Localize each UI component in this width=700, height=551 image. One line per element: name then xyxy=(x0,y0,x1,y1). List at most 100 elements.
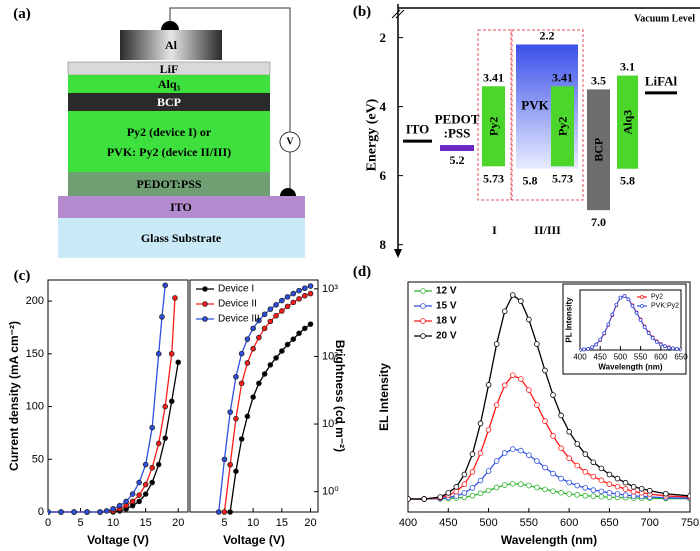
data-point xyxy=(550,392,556,398)
data-point xyxy=(618,295,623,300)
data-point xyxy=(477,477,484,484)
data-point xyxy=(642,325,647,329)
axis-break xyxy=(391,9,405,19)
data-point xyxy=(116,502,123,509)
data-point xyxy=(493,341,500,347)
x-axis-label: Voltage (V) xyxy=(223,533,285,547)
data-point xyxy=(590,493,597,499)
layer-label: PVK: Py2 (device II/III) xyxy=(107,145,231,159)
x-tick-label: 15 xyxy=(276,517,288,529)
data-point xyxy=(650,336,655,340)
data-point xyxy=(658,342,663,347)
data-point xyxy=(149,424,155,431)
data-point xyxy=(168,351,175,357)
plot-frame xyxy=(189,279,319,513)
data-point xyxy=(477,450,484,456)
data-point xyxy=(301,325,308,332)
data-point xyxy=(582,451,589,457)
data-point xyxy=(614,302,619,307)
data-point xyxy=(542,486,548,493)
data-point xyxy=(566,479,572,486)
data-point xyxy=(574,441,580,447)
data-point xyxy=(534,458,540,464)
y-tick-label: 10³ xyxy=(322,283,338,295)
data-point xyxy=(142,481,149,488)
data-point xyxy=(279,348,285,354)
data-point xyxy=(48,509,51,515)
line-chart: 5 10 15 20 10⁰ 10¹ 10² 10³ Voltage (V) Brightness… xyxy=(189,279,347,547)
data-point xyxy=(630,484,637,490)
data-point xyxy=(586,347,590,351)
energy-value: 3.41 xyxy=(552,70,573,84)
data-point xyxy=(136,498,142,505)
data-point xyxy=(558,489,564,496)
data-point xyxy=(267,318,274,325)
series-group xyxy=(580,294,681,352)
data-point xyxy=(542,464,548,471)
data-point xyxy=(453,488,460,495)
data-point xyxy=(307,283,314,289)
wire xyxy=(169,7,291,132)
layer-label: ITO xyxy=(170,200,192,214)
data-point xyxy=(626,297,631,302)
data-point xyxy=(646,487,653,494)
data-point xyxy=(622,486,629,492)
data-point xyxy=(550,433,556,439)
energy-value: 3.5 xyxy=(591,73,606,87)
data-point xyxy=(501,382,508,389)
data-point xyxy=(598,477,605,484)
series-line xyxy=(223,292,311,513)
data-point xyxy=(526,387,532,393)
data-point xyxy=(493,402,500,408)
data-point xyxy=(296,296,302,302)
data-point xyxy=(149,479,155,486)
x-tick-label: 0 xyxy=(45,517,51,529)
data-point xyxy=(175,359,182,366)
data-point xyxy=(469,451,476,457)
data-point xyxy=(558,445,564,452)
legend-label: Device I xyxy=(218,284,254,295)
data-point xyxy=(542,367,548,374)
energy-value: 3.41 xyxy=(483,70,504,84)
data-point xyxy=(238,350,245,357)
x-axis-label: Wavelength (nm) xyxy=(598,363,662,372)
data-point xyxy=(296,330,302,337)
data-point xyxy=(267,306,274,312)
data-point xyxy=(233,373,239,380)
data-point xyxy=(453,484,460,490)
data-point xyxy=(110,506,116,512)
legend-marker xyxy=(640,304,644,308)
data-point xyxy=(256,334,262,341)
data-point xyxy=(261,371,268,377)
data-point xyxy=(129,491,136,497)
data-point xyxy=(534,341,540,347)
series-group xyxy=(215,283,314,515)
series-group xyxy=(48,282,182,515)
group-box xyxy=(511,29,584,201)
data-point xyxy=(168,398,175,405)
data-point xyxy=(517,376,524,382)
x-tick-label: 650 xyxy=(674,353,688,362)
data-point xyxy=(221,456,228,463)
energy-value: 5.73 xyxy=(483,171,504,185)
data-point xyxy=(594,342,599,347)
y-axis-label: Energy (eV) xyxy=(365,98,380,171)
data-point xyxy=(590,487,597,493)
y-tick-label: 10⁰ xyxy=(322,486,339,498)
legend-label: Device II xyxy=(218,299,257,310)
energy-band xyxy=(551,86,574,167)
y-axis-label: PL Intensity xyxy=(565,297,574,343)
data-point xyxy=(679,347,681,352)
data-point xyxy=(261,311,268,318)
x-tick-label: 550 xyxy=(634,353,648,362)
data-point xyxy=(58,509,64,515)
data-point xyxy=(590,459,597,466)
energy-value: 5.2 xyxy=(450,153,465,167)
layer-name: :PSS xyxy=(444,126,471,141)
data-point xyxy=(155,440,162,447)
data-point xyxy=(582,485,589,491)
legend-marker xyxy=(420,333,426,339)
data-point xyxy=(671,346,675,351)
data-point xyxy=(614,483,621,490)
